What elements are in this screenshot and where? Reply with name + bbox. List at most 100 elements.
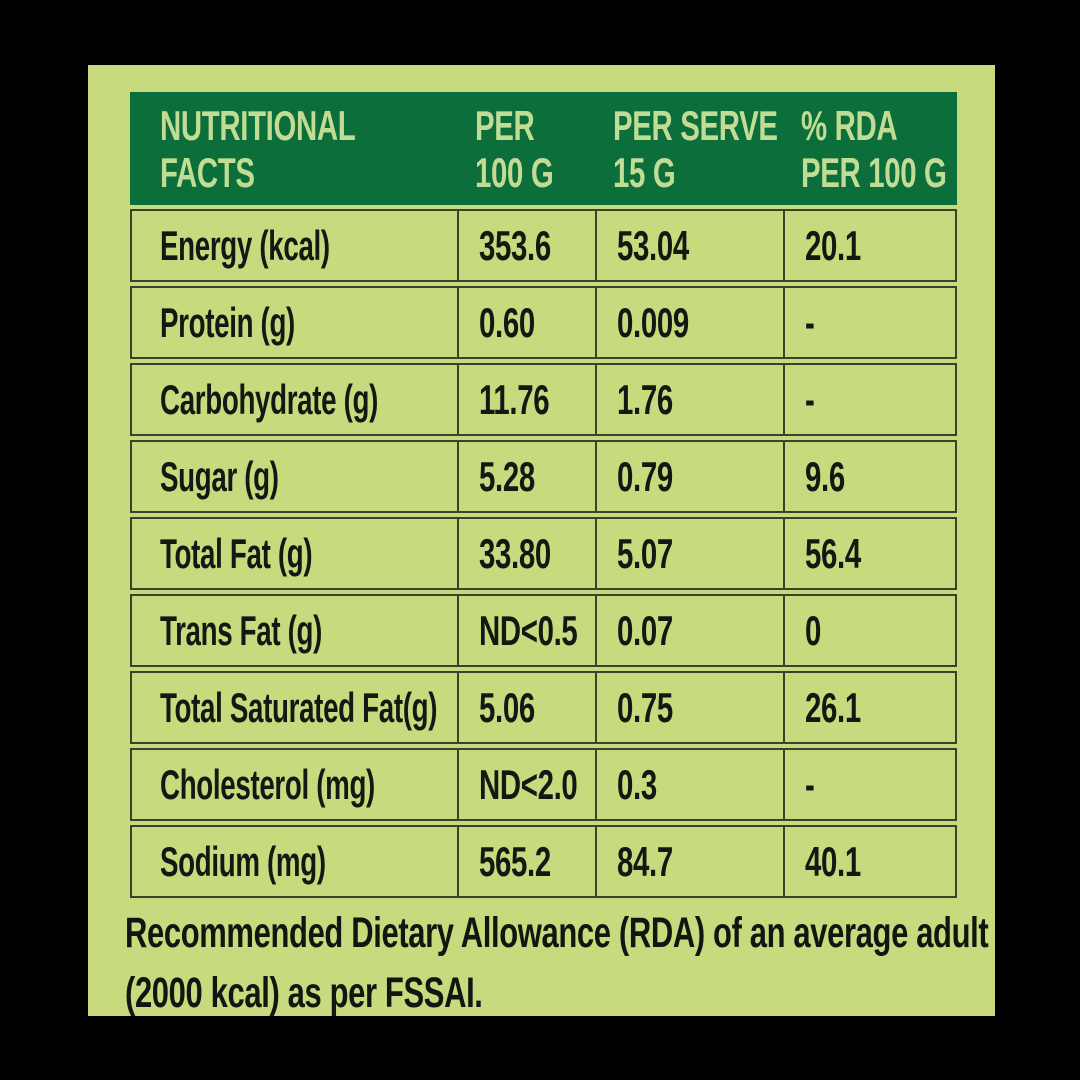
rda-value: 0 [805, 606, 822, 654]
table-body: Energy (kcal) 353.6 53.04 20.1 Protein [130, 209, 957, 898]
rda-cell: 56.4 [783, 519, 959, 588]
rda-value: - [805, 298, 815, 346]
per-100g-value: 33.80 [479, 529, 551, 577]
per-100g-value: 5.28 [479, 452, 535, 500]
nutrient-label-cell: Sugar (g) [132, 442, 457, 511]
per-100g-cell: ND<2.0 [457, 750, 595, 819]
rda-disclaimer: Recommended Dietary Allowance (RDA) of a… [125, 903, 1080, 1023]
nutrition-panel: NUTRITIONAL FACTS PER 100 G PER SERVE 15… [88, 65, 995, 1017]
per-100g-value: 5.06 [479, 683, 535, 731]
nutrient-label: Cholesterol (mg) [160, 760, 375, 808]
rda-cell: - [783, 750, 959, 819]
table-row: Energy (kcal) 353.6 53.04 20.1 [130, 209, 957, 282]
nutrient-label-cell: Energy (kcal) [132, 211, 457, 280]
table-row: Sodium (mg) 565.2 84.7 40.1 [130, 825, 957, 898]
per-100g-cell: 33.80 [457, 519, 595, 588]
per-serve-value: 0.3 [617, 760, 657, 808]
per-100g-value: 0.60 [479, 298, 535, 346]
per-100g-cell: 565.2 [457, 827, 595, 896]
nutrient-label: Sugar (g) [160, 452, 279, 500]
per-serve-cell: 5.07 [595, 519, 783, 588]
per-serve-value: 0.009 [617, 298, 689, 346]
per-100g-value: ND<0.5 [479, 606, 578, 654]
rda-value: 20.1 [805, 221, 861, 269]
per-100g-cell: ND<0.5 [457, 596, 595, 665]
per-serve-cell: 84.7 [595, 827, 783, 896]
nutrition-table: NUTRITIONAL FACTS PER 100 G PER SERVE 15… [130, 92, 957, 902]
nutrient-label: Protein (g) [160, 298, 295, 346]
rda-value: - [805, 375, 815, 423]
per-serve-value: 1.76 [617, 375, 673, 423]
per-serve-value: 53.04 [617, 221, 689, 269]
per-serve-cell: 0.79 [595, 442, 783, 511]
rda-value: - [805, 760, 815, 808]
per-serve-value: 0.75 [617, 683, 673, 731]
per-serve-cell: 0.3 [595, 750, 783, 819]
nutrient-label-cell: Sodium (mg) [132, 827, 457, 896]
nutrient-label: Total Fat (g) [160, 529, 313, 577]
table-header-row: NUTRITIONAL FACTS PER 100 G PER SERVE 15… [130, 92, 957, 205]
per-100g-cell: 5.28 [457, 442, 595, 511]
rda-cell: - [783, 365, 959, 434]
table-row: Sugar (g) 5.28 0.79 9.6 [130, 440, 957, 513]
header-line: FACTS [160, 148, 255, 196]
per-100g-value: 11.76 [479, 375, 550, 423]
rda-cell: - [783, 288, 959, 357]
rda-value: 26.1 [805, 683, 861, 731]
per-serve-cell: 1.76 [595, 365, 783, 434]
header-line: PER 100 G [801, 148, 947, 196]
per-100g-cell: 5.06 [457, 673, 595, 742]
header-line: 15 G [613, 148, 676, 196]
rda-cell: 26.1 [783, 673, 959, 742]
nutrient-label: Sodium (mg) [160, 837, 326, 885]
rda-disclaimer-line2: (2000 kcal) as per FSSAI. [125, 969, 483, 1017]
per-100g-cell: 0.60 [457, 288, 595, 357]
per-100g-value: ND<2.0 [479, 760, 578, 808]
nutrient-label-cell: Trans Fat (g) [132, 596, 457, 665]
rda-value: 40.1 [805, 837, 861, 885]
nutrient-label-cell: Total Saturated Fat(g) [132, 673, 457, 742]
nutrient-label: Energy (kcal) [160, 221, 330, 269]
header-line: PER [475, 101, 535, 149]
rda-value: 56.4 [805, 529, 861, 577]
nutrient-label-cell: Cholesterol (mg) [132, 750, 457, 819]
rda-cell: 20.1 [783, 211, 959, 280]
rda-cell: 9.6 [783, 442, 959, 511]
per-serve-value: 84.7 [617, 837, 673, 885]
table-row: Carbohydrate (g) 11.76 1.76 - [130, 363, 957, 436]
per-serve-cell: 0.009 [595, 288, 783, 357]
per-serve-value: 5.07 [617, 529, 673, 577]
per-serve-cell: 53.04 [595, 211, 783, 280]
table-row: Cholesterol (mg) ND<2.0 0.3 - [130, 748, 957, 821]
nutrient-label: Trans Fat (g) [160, 606, 323, 654]
per-serve-value: 0.79 [617, 452, 673, 500]
per-100g-value: 353.6 [479, 221, 551, 269]
per-100g-cell: 353.6 [457, 211, 595, 280]
table-row: Total Saturated Fat(g) 5.06 0.75 26.1 [130, 671, 957, 744]
nutrient-label-cell: Protein (g) [132, 288, 457, 357]
per-serve-cell: 0.07 [595, 596, 783, 665]
nutrient-label-cell: Total Fat (g) [132, 519, 457, 588]
rda-value: 9.6 [805, 452, 845, 500]
rda-disclaimer-line1: Recommended Dietary Allowance (RDA) of a… [125, 909, 989, 957]
per-100g-value: 565.2 [479, 837, 551, 885]
nutrient-label: Carbohydrate (g) [160, 375, 379, 423]
rda-cell: 40.1 [783, 827, 959, 896]
table-row: Protein (g) 0.60 0.009 - [130, 286, 957, 359]
header-line: % RDA [801, 101, 898, 149]
per-serve-value: 0.07 [617, 606, 673, 654]
table-row: Total Fat (g) 33.80 5.07 56.4 [130, 517, 957, 590]
header-cell-per-100g: PER 100 G [455, 92, 593, 205]
nutrient-label-cell: Carbohydrate (g) [132, 365, 457, 434]
header-line: PER SERVE [613, 101, 778, 149]
table-row: Trans Fat (g) ND<0.5 0.07 0 [130, 594, 957, 667]
per-100g-cell: 11.76 [457, 365, 595, 434]
header-cell-nutritional-facts: NUTRITIONAL FACTS [130, 92, 455, 205]
header-line: 100 G [475, 148, 554, 196]
header-cell-per-serve: PER SERVE 15 G [593, 92, 781, 205]
rda-cell: 0 [783, 596, 959, 665]
header-line: NUTRITIONAL [160, 101, 356, 149]
header-cell-rda: % RDA PER 100 G [781, 92, 957, 205]
per-serve-cell: 0.75 [595, 673, 783, 742]
